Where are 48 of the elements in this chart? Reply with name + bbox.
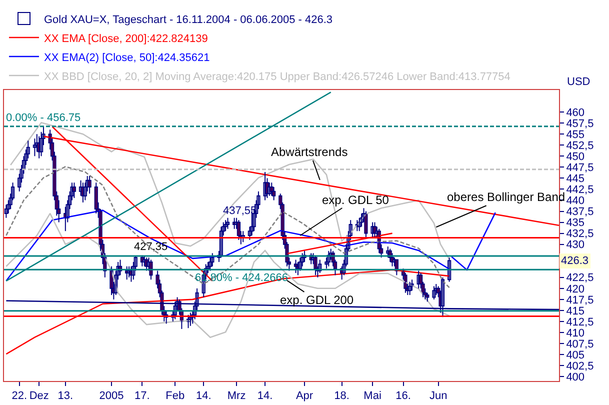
annotation: Abwärtstrends [271,145,348,159]
x-tick-label: Jun [429,390,448,402]
x-tick-label: Apr [296,390,314,402]
x-tick-label: 16. [396,390,411,402]
y-tick-label: 417,5 [566,294,594,306]
y-tick-label: 407,5 [566,338,594,350]
legend-label: XX EMA [Close, 200]:422.824139 [44,32,208,45]
annotation: 0.00% - 456.75 [6,112,81,124]
y-tick-label: 430 [566,239,585,252]
annotation: exp. GDL 50 [322,193,390,207]
y-tick-label: 442,5 [566,184,594,196]
y-tick-label: 457,5 [566,118,594,130]
x-tick-label: 14. [257,390,273,402]
x-tick-label: Mai [364,390,382,402]
x-tick-label: 14. [196,390,212,402]
x-tick-label: Mrz [227,390,246,402]
y-tick-label: 412,5 [566,316,594,328]
x-tick-label: 13. [58,390,74,402]
y-tick-label: 400 [566,371,585,384]
annotation: 427,35 [134,241,168,253]
legend-label: XX BBD [Close, 20, 2] Moving Average:420.175 Upper Band:426.57246 Lower Band:413.77754 [44,70,510,83]
y-tick-label: 405 [566,349,585,362]
y-axis-title: USD [567,76,590,88]
y-tick-label: 410 [566,327,585,340]
x-tick-label: 22. [12,390,28,402]
y-tick-label: 437,5 [566,206,594,218]
legend-label: XX EMA(2) [Close, 50]:424.35621 [44,52,210,64]
x-tick-label: Dez [29,390,49,402]
y-tick-label: 422,5 [566,272,594,284]
legend-label: Gold XAU=X, Tageschart - 16.11.2004 - 06.06.2005 - 426.3 [44,14,333,26]
y-tick-label: 460 [566,106,585,119]
y-tick-label: 432,5 [566,228,594,240]
y-tick-label: 415 [566,305,585,318]
annotation: exp. GDL 200 [280,293,354,307]
y-tick-label: 445 [566,173,585,186]
y-tick-label: 420 [566,283,585,296]
y-tick-label: 447,5 [566,162,594,174]
y-tick-label: 455 [566,128,585,141]
x-tick-label: 17. [134,390,150,402]
x-tick-label: 2005 [99,390,124,402]
x-tick-label: Feb [166,390,185,402]
annotation: 426.3 [561,255,589,267]
y-tick-label: 452,5 [566,140,594,152]
y-tick-label: 402,5 [566,360,594,372]
y-tick-label: 450 [566,150,585,163]
x-tick-label: 18. [334,390,350,402]
y-tick-label: 440 [566,195,585,208]
y-tick-label: 435 [566,217,585,230]
